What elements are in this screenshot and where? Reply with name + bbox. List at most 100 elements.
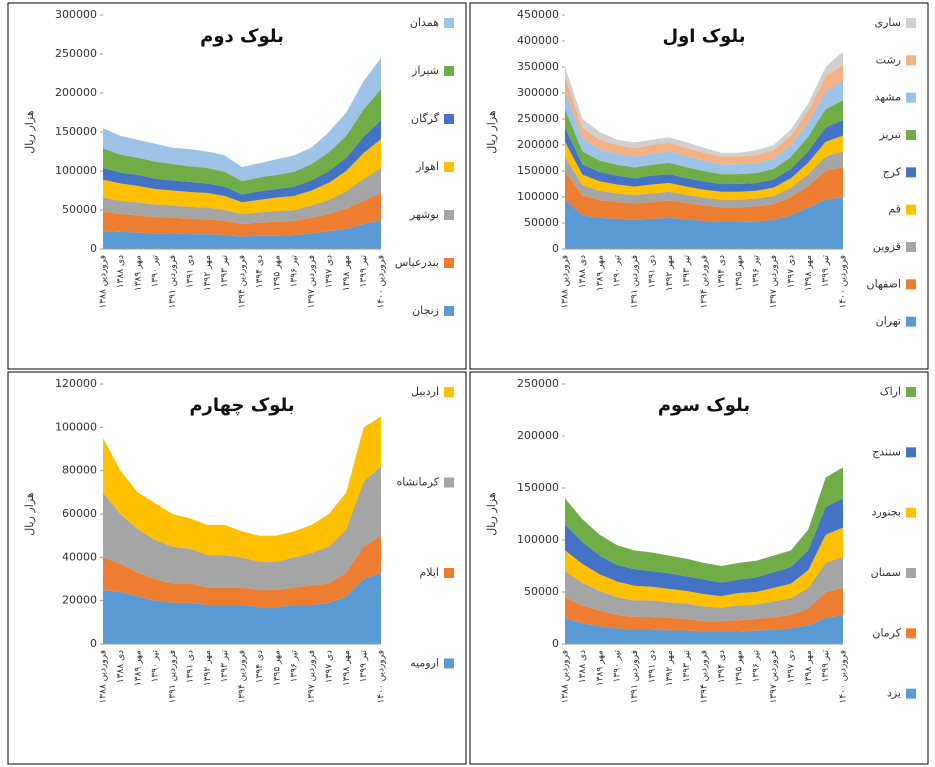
panel-border (7, 2, 467, 370)
legend-label: سنندج (872, 445, 901, 458)
x-tick-label: تیر ۱۳۹۳ (220, 650, 230, 683)
x-tick-label: تیر ۱۳۹۹ (821, 255, 831, 288)
x-tick-label: مهر ۱۳۹۸ (342, 650, 352, 686)
legend-label: ایلام (420, 566, 440, 579)
y-tick-label: 80000 (62, 464, 97, 477)
legend-label: قزوین (873, 240, 901, 253)
area (565, 166, 843, 222)
x-tick-label: دی ۱۳۹۱ (185, 650, 195, 683)
x-tick-label: دی ۱۳۸۸ (578, 255, 588, 288)
area (565, 556, 843, 622)
y-tick-label: 120000 (55, 377, 97, 390)
area (103, 120, 381, 203)
x-tick-label: تیر ۱۳۹۰ (613, 650, 623, 683)
x-tick-label: تیر ۱۳۹۳ (682, 650, 692, 683)
y-tick-label: 100000 (55, 420, 97, 433)
legend-swatch (906, 279, 916, 290)
area (565, 197, 843, 249)
legend-label: گرگان (411, 112, 440, 125)
chart-title: بلوک اول (662, 26, 745, 47)
x-tick-label: دی ۱۳۹۴ (255, 650, 265, 683)
x-tick-label: فروردین ۱۳۹۴ (700, 255, 710, 309)
x-tick-label: تیر ۱۳۹۹ (821, 650, 831, 683)
x-tick-label: مهر ۱۳۹۸ (342, 255, 352, 291)
x-tick-label: مهر ۱۳۹۸ (804, 650, 814, 686)
x-tick-label: فروردین ۱۳۹۴ (700, 650, 710, 704)
y-tick-label: 250000 (55, 47, 97, 60)
x-tick-label: دی ۱۳۹۱ (647, 255, 657, 288)
x-tick-label: مهر ۱۳۹۵ (734, 255, 744, 291)
legend-swatch (906, 242, 916, 252)
legend-label: ارومیه (410, 657, 439, 670)
legend-swatch (444, 658, 454, 669)
legend-swatch (444, 258, 454, 268)
y-tick-label: 0 (90, 637, 97, 650)
area (565, 587, 843, 632)
x-tick-label: مهر ۱۳۹۵ (734, 650, 744, 686)
legend-label: شیراز (411, 64, 439, 77)
panel-border (7, 371, 467, 765)
x-tick-label: مهر ۱۳۹۵ (272, 650, 282, 686)
x-tick-label: تیر ۱۳۹۳ (220, 255, 230, 288)
chart-title: بلوک دوم (200, 26, 284, 47)
x-tick-label: تیر ۱۳۹۶ (752, 255, 762, 288)
legend-label: بجنورد (872, 506, 901, 519)
x-tick-label: مهر ۱۳۸۹ (133, 255, 143, 291)
x-tick-label: فروردین ۱۴۰۰ (839, 255, 849, 309)
legend-swatch (906, 507, 916, 518)
legend-label: کرمان (872, 626, 901, 639)
x-tick-label: فروردین ۱۴۰۰ (377, 255, 387, 309)
legend-swatch (906, 18, 916, 28)
legend-swatch (444, 66, 454, 76)
y-tick-label: 250000 (517, 377, 559, 390)
x-tick-label: تیر ۱۳۹۶ (290, 255, 300, 288)
area (103, 139, 381, 214)
x-tick-label: دی ۱۳۹۷ (324, 650, 334, 683)
y-tick-label: 50000 (62, 203, 97, 216)
legend-label: سمنان (871, 566, 901, 579)
x-tick-label: فروردین ۱۴۰۰ (839, 650, 849, 704)
legend-label: بندرعباس (395, 256, 439, 269)
x-tick-label: تیر ۱۳۹۶ (290, 650, 300, 683)
area (103, 416, 381, 562)
legend-label: زنجان (412, 304, 439, 317)
x-tick-label: فروردین ۱۳۹۴ (238, 255, 248, 309)
x-tick-label: دی ۱۳۹۷ (786, 255, 796, 288)
y-tick-label: 60000 (62, 507, 97, 520)
legend-swatch (906, 568, 916, 578)
y-tick-label: 50000 (524, 216, 559, 229)
x-tick-label: تیر ۱۳۹۹ (359, 255, 369, 288)
y-tick-label: 250000 (517, 112, 559, 125)
legend-label: تبریز (878, 128, 901, 141)
area (565, 614, 843, 644)
area (103, 89, 381, 195)
y-axis-label: هزار ریال (485, 110, 498, 154)
y-tick-label: 450000 (517, 8, 559, 21)
x-tick-label: دی ۱۳۹۴ (717, 650, 727, 683)
x-tick-label: فروردین ۱۴۰۰ (377, 650, 387, 704)
legend-swatch (444, 162, 454, 172)
legend-label: مشهد (874, 91, 901, 104)
x-tick-label: مهر ۱۳۹۲ (203, 255, 213, 291)
x-tick-label: مهر ۱۳۸۹ (133, 650, 143, 686)
x-tick-label: فروردین ۱۳۹۱ (630, 650, 640, 704)
y-axis-label: هزار ریال (485, 492, 498, 536)
x-tick-label: دی ۱۳۹۷ (786, 650, 796, 683)
x-tick-label: فروردین ۱۳۸۸ (561, 650, 571, 704)
legend-label: تهران (876, 315, 901, 328)
y-tick-label: 300000 (517, 86, 559, 99)
x-tick-label: مهر ۱۳۸۹ (595, 650, 605, 686)
x-tick-label: مهر ۱۳۸۹ (595, 255, 605, 291)
y-tick-label: 20000 (62, 594, 97, 607)
y-tick-label: 200000 (517, 429, 559, 442)
x-tick-label: فروردین ۱۳۹۷ (769, 650, 779, 704)
area (565, 467, 843, 583)
x-tick-label: تیر ۱۳۹۰ (613, 255, 623, 288)
y-tick-label: 200000 (55, 86, 97, 99)
legend-label: قم (888, 203, 901, 216)
x-tick-label: تیر ۱۳۹۳ (682, 255, 692, 288)
legend-label: همدان (410, 16, 439, 29)
area (103, 220, 381, 249)
legend-swatch (444, 114, 454, 124)
